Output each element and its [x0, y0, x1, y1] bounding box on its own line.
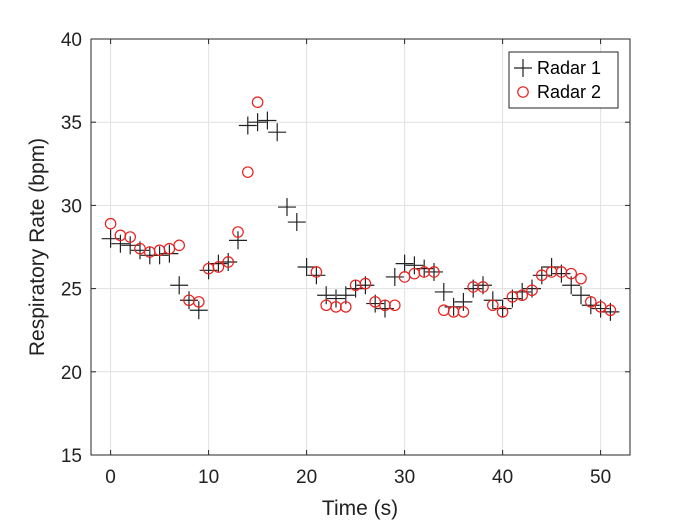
- radar-2-point: [516, 289, 528, 302]
- radar-1-point: [297, 257, 316, 276]
- series-layer: [101, 96, 620, 321]
- x-tick-label: 50: [590, 467, 611, 488]
- radar-1-point: [454, 292, 473, 311]
- radar-2-point: [339, 301, 352, 313]
- radar-1-point: [209, 254, 228, 273]
- radar-1-point: [287, 213, 306, 232]
- legend-label-radar-1: Radar 1: [537, 58, 601, 78]
- radar-1-point: [464, 279, 483, 298]
- radar-1-point: [356, 276, 375, 295]
- radar-1-point: [268, 123, 287, 142]
- series-1: [101, 111, 620, 321]
- radar-1-point: [591, 299, 610, 318]
- radar-2-point: [575, 272, 587, 285]
- legend-box: [508, 51, 619, 109]
- radar-1-point: [327, 289, 345, 308]
- radar-1-point: [307, 266, 326, 285]
- radar-2-point: [486, 299, 499, 312]
- x-tick-label: 20: [296, 467, 317, 488]
- legend-label-radar-2: Radar 2: [537, 82, 601, 102]
- radar-1-point: [131, 241, 149, 260]
- y-tick-label: 35: [61, 113, 82, 134]
- radar-1-point: [385, 267, 404, 286]
- radar-1-point: [552, 264, 571, 283]
- radar-2-point: [242, 166, 254, 178]
- radar-1-point: [395, 254, 414, 273]
- x-axis-label: Time (s): [322, 497, 398, 520]
- y-tick-label: 30: [61, 196, 82, 217]
- radar-2-point: [222, 256, 234, 268]
- x-tick-label: 30: [394, 467, 415, 488]
- radar-2-point: [232, 226, 244, 238]
- legend-marker-radar-2: [517, 86, 529, 98]
- radar-1-point: [229, 231, 247, 250]
- radar-1-point: [258, 111, 277, 130]
- radar-2-point: [584, 296, 597, 308]
- axis-ticks: 0 10 20 30 40 50 15 20 25 30 35 40: [61, 30, 630, 488]
- radar-2-point: [212, 261, 225, 273]
- plot-frame: [90, 38, 631, 456]
- y-tick-label: 40: [61, 30, 82, 51]
- radar-1-point: [581, 296, 600, 315]
- radar-1-point: [346, 279, 365, 298]
- radar-1-point: [425, 262, 443, 281]
- x-tick-label: 10: [198, 467, 219, 488]
- radar-1-point: [180, 291, 198, 310]
- y-tick-label: 20: [61, 363, 82, 384]
- radar-2-point: [310, 266, 323, 278]
- radar-1-point: [278, 198, 296, 217]
- y-axis-label: Respiratory Rate (bpm): [26, 138, 49, 356]
- radar-2-point: [496, 306, 509, 318]
- radar-1-point: [189, 301, 208, 320]
- radar-2-point: [604, 304, 617, 317]
- radar-1-point: [523, 279, 541, 298]
- radar-2-point: [428, 266, 440, 278]
- radar-1-point: [111, 234, 130, 253]
- y-tick-label: 15: [61, 446, 82, 467]
- radar-1-point: [405, 256, 424, 275]
- radar-2-point: [526, 284, 538, 297]
- radar-2-point: [565, 267, 577, 280]
- radar-2-point: [193, 296, 205, 308]
- radar-2-point: [477, 281, 489, 293]
- x-tick-label: 40: [492, 467, 513, 488]
- radar-1-point: [572, 286, 590, 305]
- radar-2-point: [124, 231, 136, 243]
- radar-1-point: [366, 294, 385, 313]
- radar-2-point: [173, 239, 185, 252]
- radar-1-point: [317, 286, 336, 305]
- legend-marker-radar-1: [514, 59, 532, 77]
- radar-1-point: [170, 276, 189, 295]
- radar-1-point: [601, 302, 620, 321]
- radar-2-point: [251, 96, 264, 109]
- radar-1-point: [513, 282, 532, 301]
- legend: Radar 1 Radar 2: [508, 51, 619, 109]
- radar-1-point: [474, 276, 492, 295]
- radar-1-point: [238, 116, 257, 135]
- radar-1-point: [434, 282, 453, 301]
- grid: [91, 38, 630, 456]
- radar-2-point: [388, 299, 401, 312]
- y-tick-label: 25: [61, 280, 82, 301]
- radar-2-point: [457, 306, 470, 318]
- radar-2-point: [359, 277, 372, 290]
- series-2: [104, 96, 617, 318]
- x-tick-label: 0: [105, 467, 116, 488]
- radar-2-point: [104, 217, 117, 230]
- radar-1-point: [219, 252, 238, 271]
- radar-1-point: [248, 113, 267, 132]
